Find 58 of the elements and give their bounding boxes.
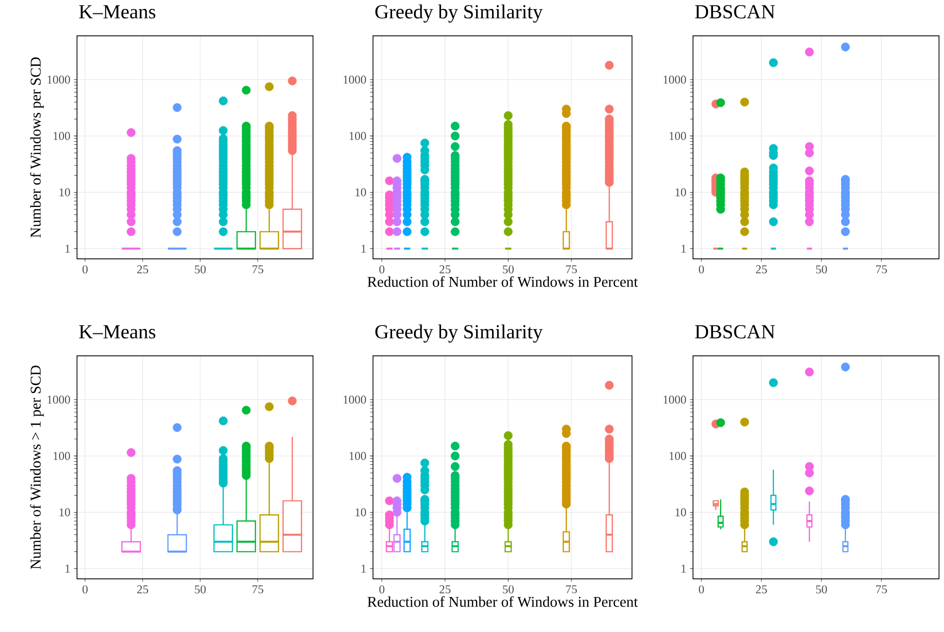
y-tick-label: 1000: [48, 396, 70, 404]
y-tick-label: 10: [676, 508, 686, 516]
y-tick-label: 100: [670, 132, 686, 140]
x-tick-label: 0: [379, 585, 384, 594]
x-tick-label: 0: [698, 265, 704, 274]
y-tick-label: 10: [60, 508, 70, 516]
y-tick-label: 100: [54, 452, 70, 460]
y-tick-label: 100: [670, 452, 686, 460]
y-tick-label: 1000: [664, 396, 686, 404]
chart-title: Greedy by Similarity: [375, 324, 543, 343]
x-tick-label: 0: [698, 585, 704, 594]
x-tick-label: 25: [756, 585, 767, 594]
x-axis-title: Reduction of Number of Windows in Percent: [368, 276, 638, 288]
y-tick-label: 1: [66, 564, 70, 573]
x-tick-label: 50: [816, 265, 827, 274]
y-tick-label: 1000: [48, 76, 70, 84]
y-axis-title: Number of Windows > 1 per SCD: [30, 366, 44, 570]
x-tick-label: 50: [502, 265, 514, 274]
x-tick-label: 75: [252, 585, 264, 594]
y-tick-label: 10: [60, 188, 70, 196]
y-tick-label: 1: [362, 244, 366, 253]
x-tick-label: 75: [566, 585, 577, 594]
y-tick-label: 1: [66, 244, 70, 253]
chart-title: K–Means: [79, 325, 156, 339]
x-tick-label: 75: [876, 585, 887, 594]
y-tick-label: 10: [356, 188, 366, 196]
y-tick-label: 1: [682, 564, 686, 573]
y-tick-label: 100: [350, 132, 366, 140]
x-tick-label: 25: [440, 585, 451, 594]
y-tick-label: 1000: [344, 396, 366, 404]
x-tick-label: 50: [194, 265, 206, 274]
x-tick-label: 75: [252, 265, 264, 274]
x-tick-label: 0: [379, 265, 384, 274]
y-tick-label: 1: [362, 564, 366, 573]
y-tick-label: 1000: [664, 76, 686, 84]
y-tick-label: 10: [356, 508, 366, 516]
x-tick-label: 0: [82, 265, 88, 274]
y-tick-label: 100: [54, 132, 70, 140]
y-tick-label: 100: [350, 452, 366, 460]
chart-title: DBSCAN: [695, 325, 775, 339]
x-tick-label: 25: [440, 265, 451, 274]
x-tick-label: 50: [502, 585, 514, 594]
y-axis-title: Number of Windows per SCD: [30, 57, 44, 238]
y-tick-label: 1: [682, 244, 686, 253]
chart-title: K–Means: [79, 5, 156, 19]
y-tick-label: 10: [676, 188, 686, 196]
x-tick-label: 75: [566, 265, 577, 274]
x-axis-title: Reduction of Number of Windows in Percent: [368, 596, 638, 608]
x-tick-label: 50: [194, 585, 206, 594]
x-tick-label: 0: [82, 585, 88, 594]
x-tick-label: 25: [137, 265, 148, 274]
x-tick-label: 75: [876, 265, 887, 274]
chart-title: DBSCAN: [695, 5, 775, 19]
x-tick-label: 50: [816, 585, 827, 594]
x-tick-label: 25: [137, 585, 148, 594]
y-tick-label: 1000: [344, 76, 366, 84]
chart-title: Greedy by Similarity: [375, 4, 543, 23]
x-tick-label: 25: [756, 265, 767, 274]
